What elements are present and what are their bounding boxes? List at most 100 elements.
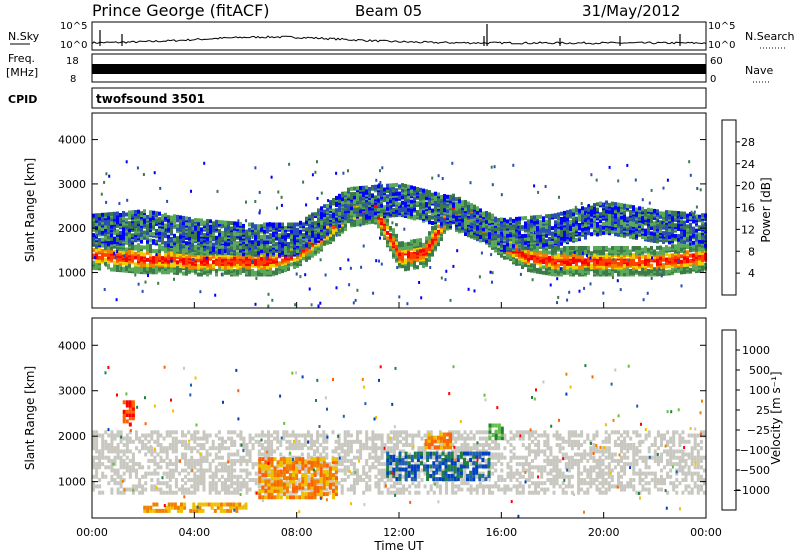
power-cell xyxy=(293,250,296,255)
power-cell xyxy=(653,231,656,236)
power-cell xyxy=(425,236,428,241)
power-cell xyxy=(563,237,566,242)
power-cell xyxy=(104,212,107,217)
power-cell xyxy=(467,220,470,225)
power-cell xyxy=(530,263,533,268)
power-cell xyxy=(671,253,674,258)
power-cell xyxy=(572,226,575,231)
power-cell xyxy=(293,265,296,269)
power-cell xyxy=(677,244,680,248)
power-cell xyxy=(626,258,629,263)
power-cell xyxy=(620,203,623,208)
power-cell xyxy=(581,209,584,214)
power-cell xyxy=(389,233,392,238)
power-cell xyxy=(527,245,530,250)
power-cell xyxy=(188,254,191,259)
power-cell xyxy=(134,229,137,234)
power-cell xyxy=(113,244,116,249)
power-cell xyxy=(335,203,338,207)
power-cell xyxy=(593,261,596,266)
power-cell xyxy=(494,239,497,244)
power-cell xyxy=(641,260,644,265)
power-cell xyxy=(542,265,545,270)
power-cell xyxy=(605,205,608,210)
power-cell xyxy=(152,210,155,215)
power-cell xyxy=(638,246,641,250)
power-cell xyxy=(116,229,119,234)
power-cell xyxy=(209,233,212,238)
power-cell xyxy=(161,245,164,250)
station-title: Prince George (fitACF) xyxy=(92,1,270,20)
power-cell xyxy=(272,222,275,227)
power-cell xyxy=(461,221,464,226)
power-cell xyxy=(272,238,275,243)
power-cell xyxy=(146,247,149,252)
power-cell xyxy=(164,270,167,275)
power-cell xyxy=(539,243,542,248)
power-cell xyxy=(416,265,419,270)
power-cell xyxy=(560,247,563,252)
power-cell xyxy=(596,246,599,250)
power-cell xyxy=(200,218,203,223)
power-cell xyxy=(452,196,455,201)
power-cell xyxy=(272,263,275,268)
power-cell xyxy=(107,228,110,233)
power-cell xyxy=(449,216,452,221)
power-cell xyxy=(179,226,182,230)
power-cell xyxy=(119,218,122,223)
power-cell xyxy=(407,207,410,212)
power-cell xyxy=(632,253,635,257)
power-cell xyxy=(134,238,137,243)
power-cell xyxy=(542,237,545,242)
power-cell xyxy=(386,236,389,241)
power-cell xyxy=(524,233,527,238)
power-cell xyxy=(254,224,257,229)
power-cell xyxy=(344,191,347,196)
power-cell xyxy=(593,217,596,222)
power-cell xyxy=(533,256,536,261)
power-cell xyxy=(686,243,689,248)
power-cell xyxy=(353,199,356,203)
power-cell xyxy=(161,240,164,245)
power-cell xyxy=(353,191,356,196)
power-cell xyxy=(395,182,398,187)
power-cell xyxy=(419,214,422,219)
power-cell xyxy=(542,249,545,254)
power-cell xyxy=(275,233,278,238)
power-cell xyxy=(608,269,611,273)
power-cell xyxy=(548,214,551,218)
power-cell xyxy=(176,218,179,223)
power-cell xyxy=(575,246,578,250)
power-cell xyxy=(581,227,584,232)
power-cell xyxy=(95,222,98,227)
power-cell xyxy=(617,270,620,275)
power-cell xyxy=(593,206,596,211)
nsearch-tick-top: 10^5 xyxy=(708,21,735,32)
power-cell xyxy=(422,193,425,198)
power-cell xyxy=(245,229,248,234)
power-cell xyxy=(401,200,404,205)
power-cell xyxy=(521,246,524,251)
power-cell xyxy=(683,259,686,264)
power-cell xyxy=(620,215,623,220)
power-cell xyxy=(344,198,347,203)
power-cell xyxy=(215,235,218,240)
power-cell xyxy=(308,228,311,233)
power-cell xyxy=(323,218,326,223)
power-cell xyxy=(281,222,284,227)
power-cell xyxy=(125,235,128,240)
power-cell xyxy=(146,263,149,268)
power-cell xyxy=(611,217,614,222)
power-cell xyxy=(338,208,341,212)
power-cell xyxy=(545,219,548,224)
power-cell xyxy=(152,232,155,236)
power-cell xyxy=(476,235,479,240)
power-cell xyxy=(332,208,335,213)
power-cell xyxy=(572,235,575,240)
power-cell xyxy=(533,227,536,232)
power-cell xyxy=(290,240,293,245)
power-cell xyxy=(221,248,224,253)
power-cell xyxy=(398,195,401,200)
power-cell xyxy=(476,230,479,235)
power-cell xyxy=(551,268,554,273)
